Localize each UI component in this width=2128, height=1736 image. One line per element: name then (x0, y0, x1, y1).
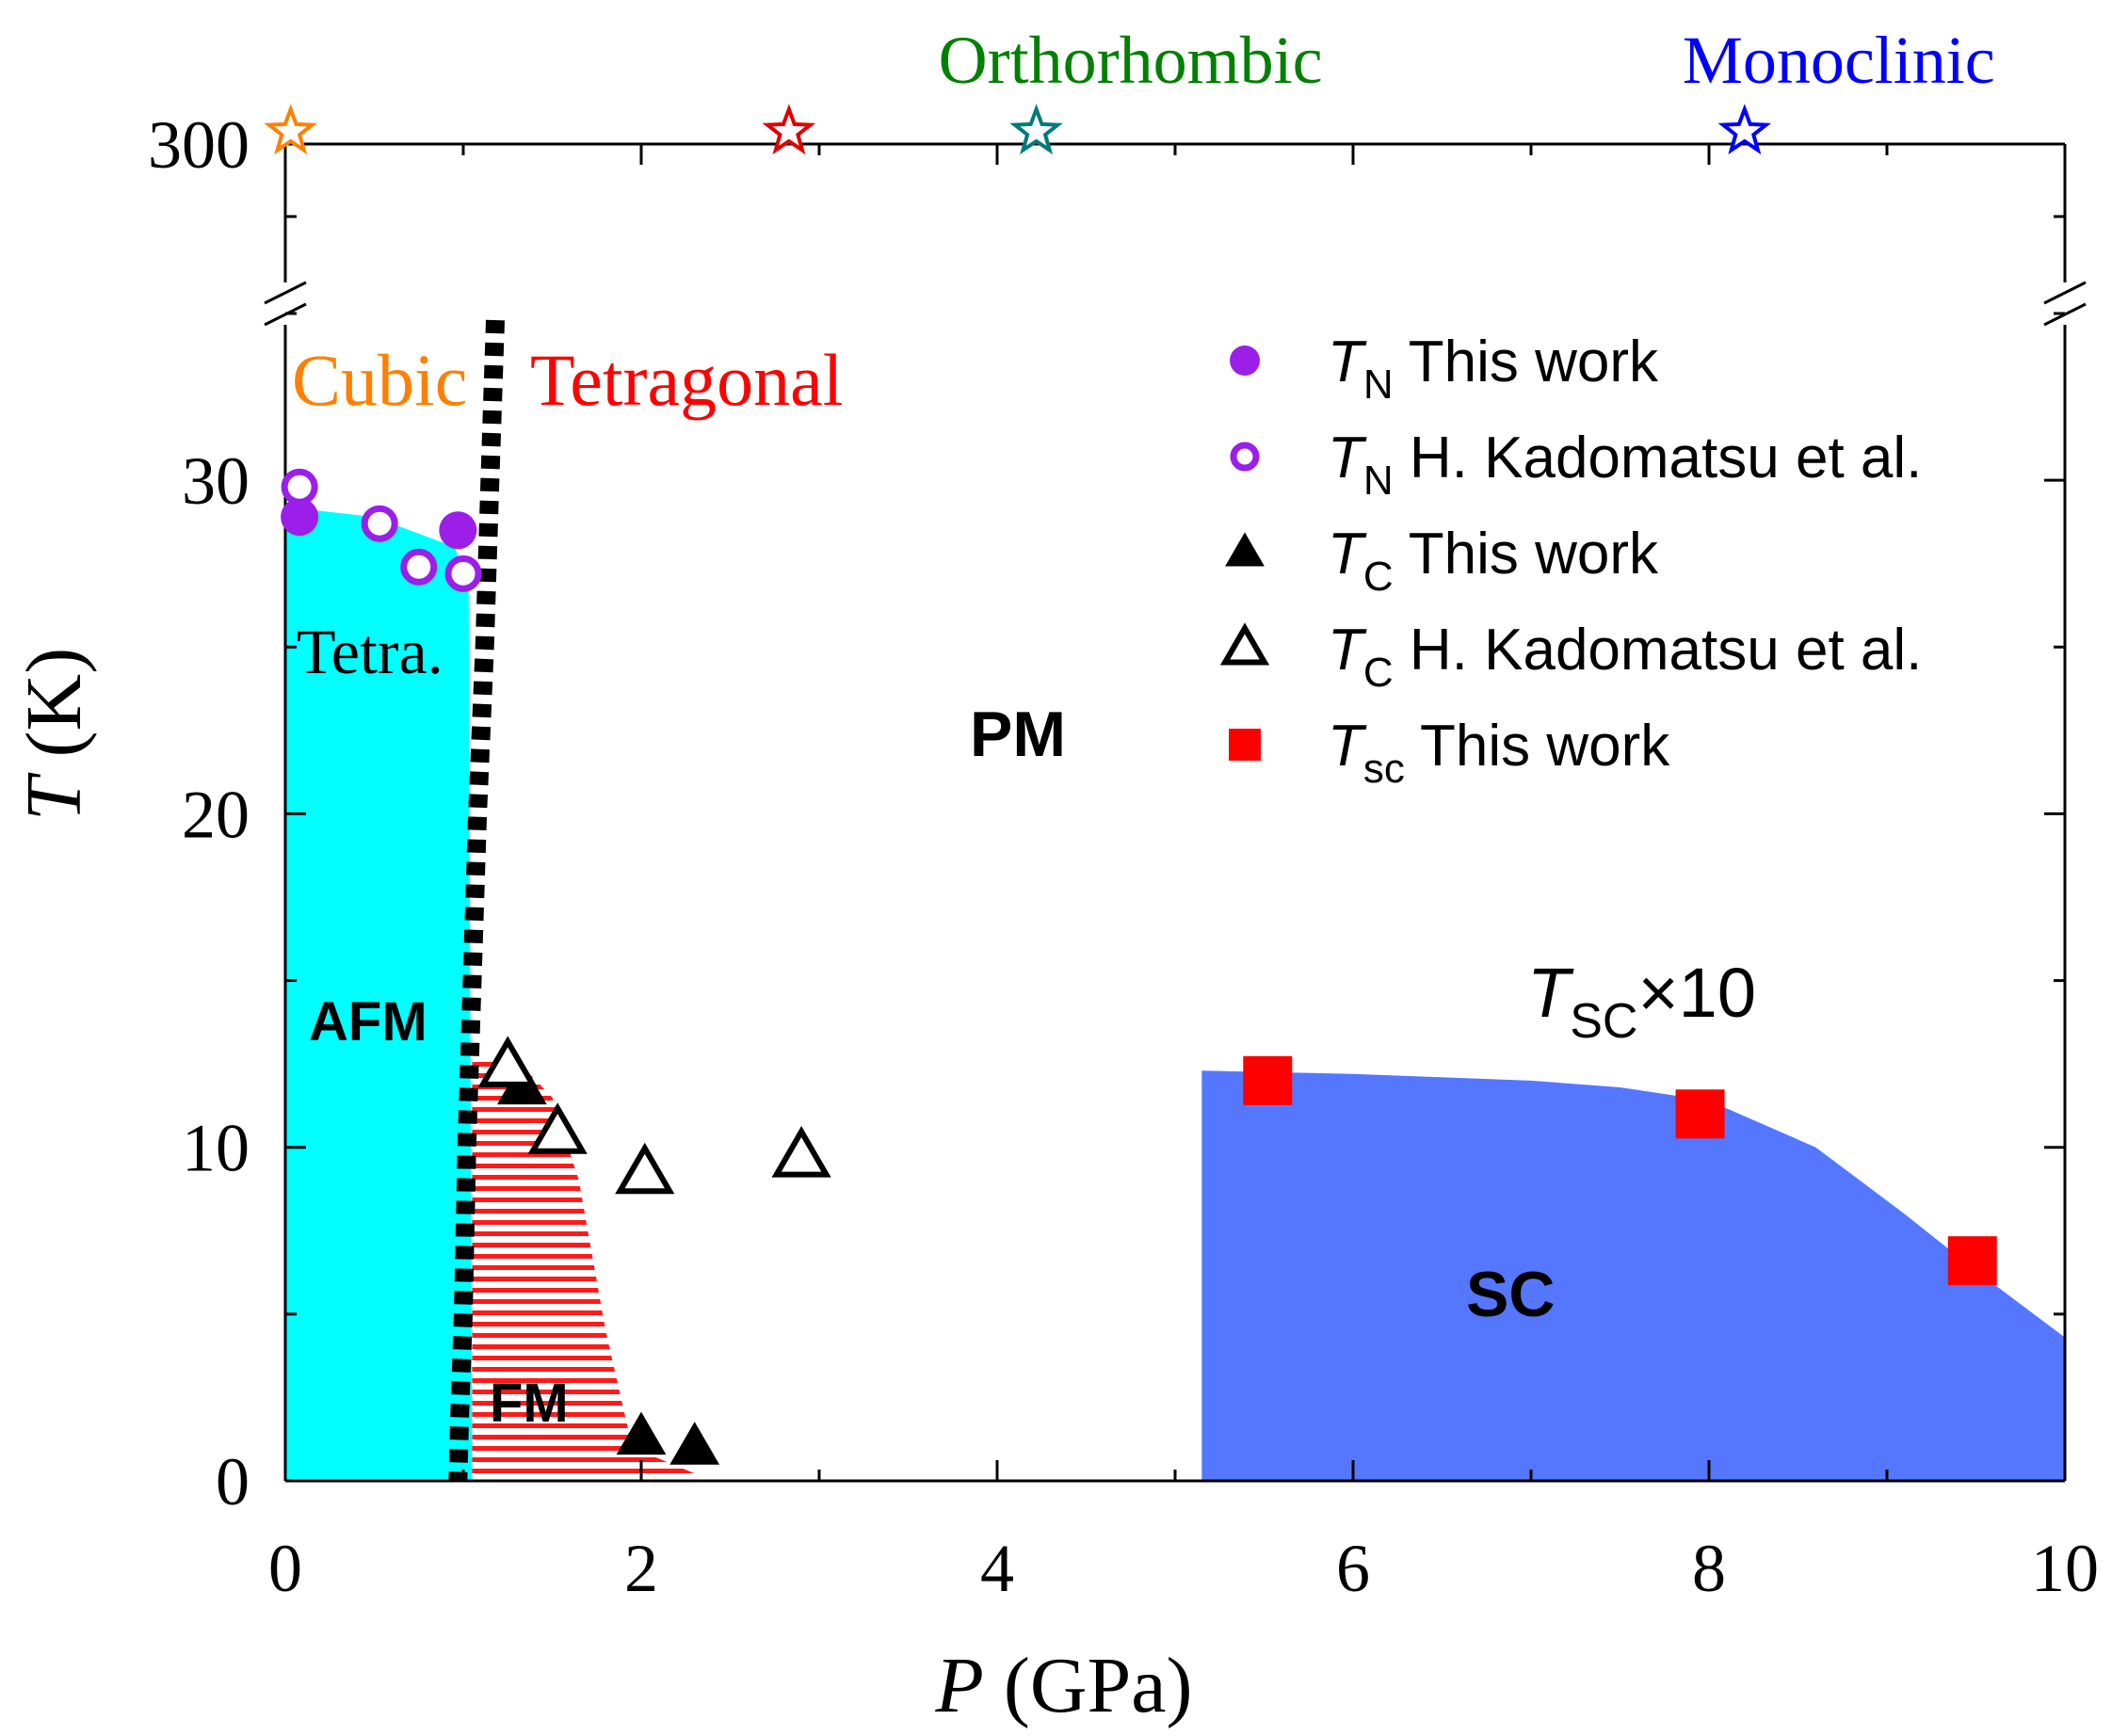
fm-label: FM (490, 1373, 569, 1434)
y-tick-label-300: 300 (148, 107, 250, 183)
data-point (1243, 1055, 1293, 1105)
structure-label: Orthorhombic (939, 23, 1323, 98)
cubic-label: Cubic (292, 339, 467, 421)
data-point (1947, 1236, 1997, 1286)
legend-marker (1219, 622, 1270, 666)
sc-label: SC (1466, 1259, 1555, 1330)
data-point (615, 1142, 675, 1195)
legend-label: TC This work (1328, 522, 1659, 600)
data-point (771, 1125, 831, 1178)
axes: 0 2 4 6 8 10 0 10 20 30 300 (148, 107, 2099, 1606)
x-tick-label: 2 (624, 1531, 658, 1606)
axis-break-right-1 (2043, 281, 2087, 305)
structure-star (264, 104, 317, 155)
legend: TN This work TN H. Kadomatsu et al. TC Thi… (1219, 330, 1922, 792)
tetragonal-label: Tetragonal (530, 339, 843, 421)
y-tick-label: 0 (216, 1444, 250, 1519)
legend-label: TC H. Kadomatsu et al. (1328, 618, 1922, 696)
region-fm (472, 1060, 713, 1481)
legend-label: TN This work (1328, 330, 1659, 408)
y-tick-label: 10 (182, 1111, 250, 1186)
data-point (1675, 1089, 1725, 1139)
structure-star (1717, 104, 1772, 155)
region-afm (285, 506, 473, 1481)
data-point (361, 505, 398, 542)
data-point (281, 498, 319, 537)
structure-markers: Orthorhombic Monoclinic (264, 23, 1995, 155)
afm-label: AFM (309, 991, 427, 1053)
legend-marker (1230, 442, 1260, 472)
structural-phase-boundary (448, 319, 506, 1482)
data-point (616, 1411, 667, 1455)
y-axis-label: T (K) (10, 648, 98, 821)
data-point (281, 468, 318, 506)
axis-break-left-1 (264, 281, 307, 305)
tetra-short-label: Tetra. (297, 616, 443, 687)
x-tick-label: 8 (1692, 1531, 1726, 1606)
legend-label: TN H. Kadomatsu et al. (1328, 426, 1922, 504)
y-tick-label: 30 (182, 443, 250, 519)
phase-regions (285, 506, 2065, 1481)
region-sc (1201, 1070, 2065, 1481)
x-tick-label: 6 (1336, 1531, 1370, 1606)
data-point (439, 511, 477, 550)
data-point (527, 1102, 588, 1154)
structure-star (762, 104, 816, 155)
x-tick-label: 0 (268, 1531, 302, 1606)
pm-label: PM (970, 699, 1066, 770)
data-points (281, 468, 1997, 1465)
data-point (444, 555, 482, 592)
x-axis-label: P (GPa) (935, 1642, 1193, 1729)
data-point (669, 1422, 720, 1465)
legend-marker (1230, 346, 1260, 376)
structure-label: Monoclinic (1683, 23, 1995, 98)
legend-marker (1225, 532, 1265, 567)
x-tick-label: 4 (980, 1531, 1014, 1606)
x-tick-label: 10 (2031, 1531, 2099, 1606)
y-tick-label: 20 (182, 777, 250, 852)
legend-marker (1229, 729, 1261, 761)
structure-star (1009, 104, 1063, 155)
data-point (477, 1036, 538, 1087)
tsc-scale-label: TSC×10 (1527, 954, 1756, 1049)
data-point (400, 548, 438, 586)
legend-label: Tsc This work (1328, 714, 1670, 792)
